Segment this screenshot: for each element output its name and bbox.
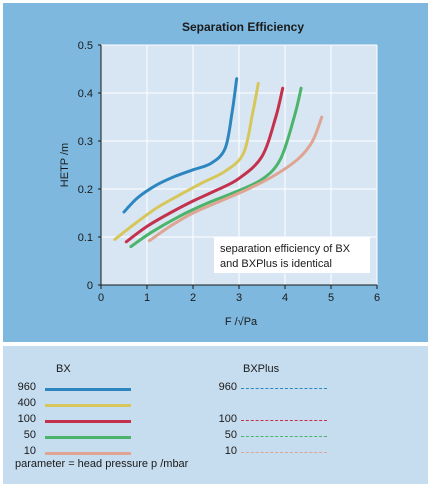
legend-bxplus-label-10: 10 (224, 445, 237, 457)
y-axis-label: HETP /m (59, 143, 71, 187)
y-tick-label: 0.4 (78, 88, 93, 100)
parameter-note: parameter = head pressure p /mbar (15, 458, 189, 470)
legend-bx-label-960: 960 (17, 381, 36, 393)
x-tick-label: 4 (282, 292, 288, 304)
legend-bx-label-10: 10 (23, 445, 36, 457)
series-line-50 (129, 86, 303, 249)
series-line-10 (147, 115, 324, 243)
legend-bxplus-line-960 (241, 388, 327, 389)
legend-panel (3, 346, 428, 484)
legend-bx-line-10 (45, 452, 131, 455)
grid (101, 44, 378, 285)
x-tick-label: 3 (236, 292, 242, 304)
annotation-box (214, 237, 370, 273)
y-tick-label: 0.1 (78, 232, 93, 244)
series-line-400 (113, 81, 260, 241)
series-line-960 (122, 77, 239, 214)
legend-bx-line-960 (45, 388, 131, 391)
legend-bx-label-50: 50 (23, 429, 36, 441)
x-tick-label: 6 (374, 292, 380, 304)
legend-bx-line-50 (45, 436, 131, 439)
legend-bxplus-label-50: 50 (224, 429, 237, 441)
legend-bx-label-100: 100 (17, 413, 36, 425)
x-tick-label: 2 (190, 292, 196, 304)
legend-bxplus-line-10 (241, 452, 327, 453)
x-axis-label: F /√Pa (225, 316, 258, 328)
legend-bx-line-400 (45, 404, 131, 407)
legend-bxplus-header: BXPlus (243, 363, 280, 375)
y-tick-label: 0.5 (78, 40, 93, 52)
x-tick-label: 1 (144, 292, 150, 304)
annotation-line-1: separation efficiency of BX (220, 243, 351, 255)
annotation-text: separation efficiency of BX and BXPlus i… (220, 243, 353, 270)
y-tick-label: 0.3 (78, 136, 93, 148)
chart-title: Separation Efficiency (182, 20, 304, 34)
legend-bxplus-line-100 (241, 420, 327, 421)
legend-bx-label-400: 400 (17, 397, 36, 409)
series-line-100 (124, 86, 285, 244)
legend-bx-line-100 (45, 420, 131, 423)
annotation-line-2: and BXPlus is identical (220, 258, 332, 270)
legend-bx-header: BX (56, 363, 71, 375)
y-tick-label: 0.2 (78, 184, 93, 196)
x-tick-label: 5 (328, 292, 334, 304)
legend-bxplus-line-50 (241, 436, 327, 437)
y-tick-label: 0 (87, 280, 93, 292)
separation-efficiency-chart: Separation Efficiency 0 0.1 0.2 0.3 0.4 0.5 0… (59, 20, 380, 328)
legend-bxplus-label-100: 100 (218, 413, 237, 425)
x-tick-label: 0 (98, 292, 104, 304)
legend-bxplus-label-960: 960 (218, 381, 237, 393)
